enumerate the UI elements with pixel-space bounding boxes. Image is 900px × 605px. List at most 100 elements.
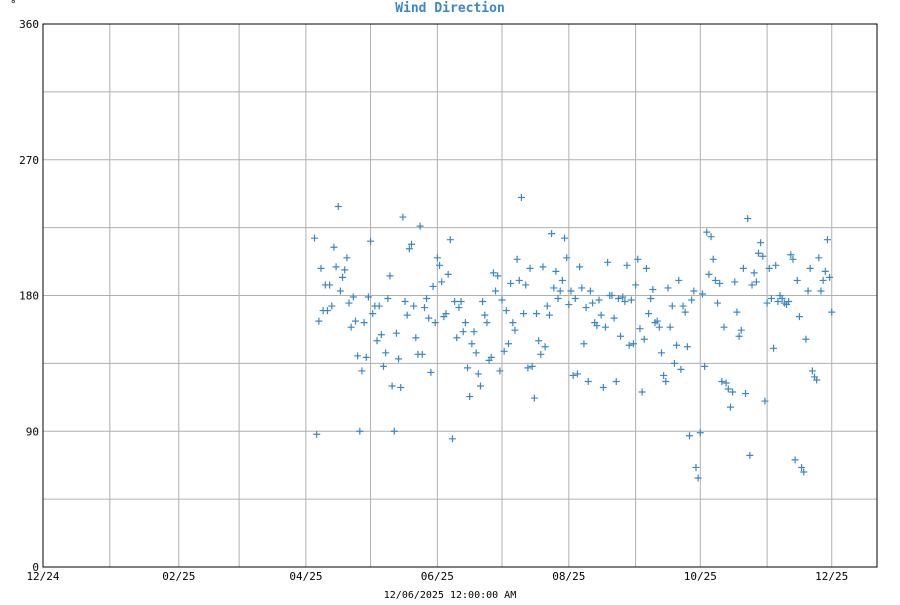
data-point xyxy=(808,367,816,375)
data-point xyxy=(451,298,459,306)
x-tick-label: 08/25 xyxy=(552,570,585,583)
data-point xyxy=(517,193,525,201)
data-point xyxy=(446,236,454,244)
data-point xyxy=(561,234,569,242)
data-point xyxy=(789,255,797,263)
data-point xyxy=(821,267,829,275)
data-point xyxy=(683,343,691,351)
data-point xyxy=(761,397,769,405)
data-point xyxy=(362,353,370,361)
data-point xyxy=(778,295,786,303)
data-point xyxy=(610,314,618,322)
data-point xyxy=(489,269,497,277)
data-point xyxy=(718,377,726,385)
x-tick-label: 12/25 xyxy=(815,570,848,583)
data-point xyxy=(326,281,334,289)
data-point xyxy=(795,313,803,321)
data-point xyxy=(580,340,588,348)
data-point xyxy=(392,329,400,337)
data-point xyxy=(328,302,336,310)
data-point xyxy=(716,279,724,287)
data-point xyxy=(311,234,319,242)
data-point xyxy=(498,296,506,304)
data-point xyxy=(548,230,556,238)
data-point xyxy=(336,287,344,295)
data-point xyxy=(670,359,678,367)
data-point xyxy=(638,388,646,396)
data-point xyxy=(382,349,390,357)
data-point xyxy=(571,295,579,303)
data-point xyxy=(457,298,465,306)
data-point xyxy=(511,326,519,334)
data-point xyxy=(791,456,799,464)
data-point xyxy=(343,254,351,262)
data-point xyxy=(455,304,463,312)
data-point xyxy=(436,261,444,269)
data-point xyxy=(507,279,515,287)
data-point xyxy=(524,364,532,372)
data-point xyxy=(746,451,754,459)
data-point xyxy=(767,295,775,303)
data-point xyxy=(604,258,612,266)
data-point xyxy=(375,302,383,310)
y-tick-label: 270 xyxy=(19,154,39,167)
data-point xyxy=(636,325,644,333)
data-point xyxy=(802,335,810,343)
plot-frame xyxy=(42,23,878,568)
data-point xyxy=(642,264,650,272)
data-point xyxy=(513,255,521,263)
data-point xyxy=(427,368,435,376)
data-point xyxy=(384,295,392,303)
data-point xyxy=(515,276,523,284)
data-point xyxy=(673,341,681,349)
data-point xyxy=(649,285,657,293)
data-point xyxy=(668,302,676,310)
data-point xyxy=(813,376,821,384)
y-tick-label: 180 xyxy=(19,290,39,303)
data-point xyxy=(468,340,476,348)
chart-title: Wind Direction xyxy=(395,1,505,16)
data-point xyxy=(459,328,467,336)
data-point xyxy=(623,261,631,269)
data-point xyxy=(724,385,732,393)
grid-layer xyxy=(42,23,877,568)
data-point xyxy=(528,362,536,370)
data-point xyxy=(367,237,375,245)
data-point xyxy=(388,382,396,390)
data-point xyxy=(423,295,431,303)
data-point xyxy=(647,295,655,303)
data-point xyxy=(681,308,689,316)
data-point xyxy=(690,287,698,295)
data-point xyxy=(576,263,584,271)
data-point xyxy=(479,298,487,306)
data-point xyxy=(399,213,407,221)
data-point xyxy=(543,302,551,310)
data-point xyxy=(379,362,387,370)
x-axis-label: 12/06/2025 12:00:00 AM xyxy=(384,590,516,600)
y-tick-label: 360 xyxy=(19,18,39,31)
data-point xyxy=(798,463,806,471)
data-point xyxy=(735,332,743,340)
data-point xyxy=(739,264,747,272)
data-point xyxy=(765,264,773,272)
data-point xyxy=(711,276,719,284)
data-point xyxy=(770,344,778,352)
data-point xyxy=(315,317,323,325)
data-point xyxy=(535,337,543,345)
data-point xyxy=(584,377,592,385)
data-point xyxy=(599,384,607,392)
data-point xyxy=(418,350,426,358)
data-point xyxy=(563,254,571,262)
data-point xyxy=(726,403,734,411)
data-point xyxy=(645,310,653,318)
data-point xyxy=(554,295,562,303)
data-point xyxy=(438,278,446,286)
data-series xyxy=(311,193,836,482)
data-point xyxy=(806,264,814,272)
data-point xyxy=(586,287,594,295)
data-point xyxy=(373,337,381,345)
data-point xyxy=(785,298,793,306)
data-point xyxy=(539,263,547,271)
data-point xyxy=(541,343,549,351)
data-point xyxy=(731,278,739,286)
